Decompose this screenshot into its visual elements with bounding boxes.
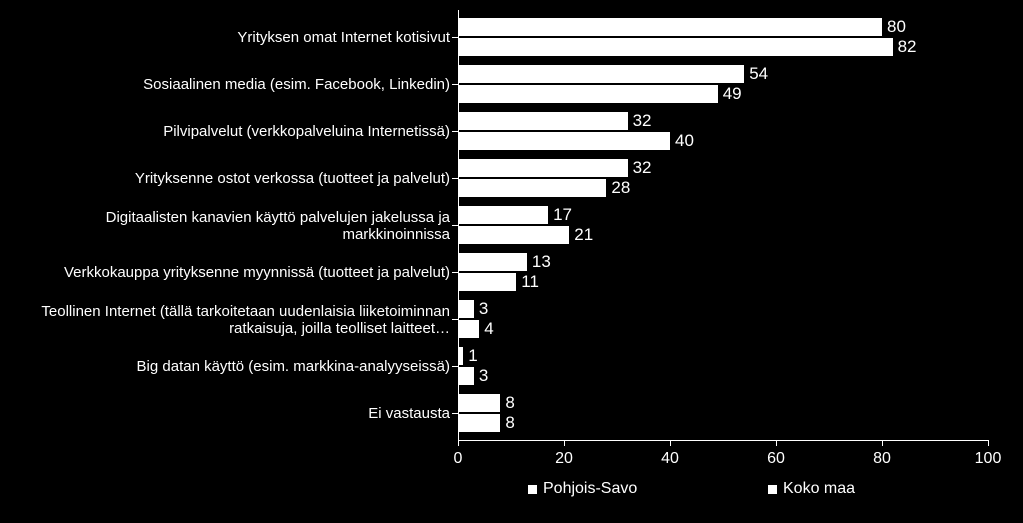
bar-series-2: 82 <box>458 38 893 56</box>
x-tick <box>458 440 459 446</box>
x-tick <box>670 440 671 446</box>
bar-series-2: 21 <box>458 226 569 244</box>
bar-value: 40 <box>675 131 694 151</box>
legend-swatch-icon <box>768 485 777 494</box>
x-tick-label: 60 <box>767 450 785 468</box>
category-label: Pilvipalvelut (verkkopalveluina Internet… <box>10 112 450 152</box>
bar-value: 3 <box>479 366 488 386</box>
x-tick <box>564 440 565 446</box>
legend-label: Koko maa <box>783 480 855 498</box>
bar-group: 1 3 <box>458 347 474 385</box>
bar-value: 8 <box>505 393 514 413</box>
category-label: Yrityksenne ostot verkossa (tuotteet ja … <box>10 159 450 199</box>
bar-series-2: 40 <box>458 132 670 150</box>
bar-group: 13 11 <box>458 253 527 291</box>
bar-value: 82 <box>898 37 917 57</box>
y-tick <box>452 37 458 38</box>
bar-value: 11 <box>521 272 539 292</box>
y-tick <box>452 366 458 367</box>
legend-swatch-icon <box>528 485 537 494</box>
bar-value: 1 <box>468 346 477 366</box>
y-tick <box>452 413 458 414</box>
category-label: Sosiaalinen media (esim. Facebook, Linke… <box>10 65 450 105</box>
bar-series-1: 32 <box>458 159 628 177</box>
x-tick <box>776 440 777 446</box>
x-axis-line <box>458 440 988 441</box>
x-tick <box>988 440 989 446</box>
bar-group: 8 8 <box>458 394 500 432</box>
bar-value: 49 <box>723 84 742 104</box>
bar-series-2: 4 <box>458 320 479 338</box>
category-label: Teollinen Internet (tällä tarkoitetaan u… <box>10 300 450 340</box>
bar-group: 32 28 <box>458 159 628 197</box>
bar-group: 54 49 <box>458 65 744 103</box>
bar-series-1: 32 <box>458 112 628 130</box>
category-label: Ei vastausta <box>10 394 450 434</box>
bar-value: 4 <box>484 319 493 339</box>
bar-series-1: 3 <box>458 300 474 318</box>
bar-value: 32 <box>633 111 652 131</box>
bar-group: 80 82 <box>458 18 893 56</box>
bar-value: 17 <box>553 205 572 225</box>
bar-group: 3 4 <box>458 300 479 338</box>
bar-series-1: 17 <box>458 206 548 224</box>
y-tick <box>452 131 458 132</box>
x-tick-label: 0 <box>454 450 463 468</box>
bar-value: 21 <box>574 225 593 245</box>
bar-series-1: 1 <box>458 347 463 365</box>
legend-label: Pohjois-Savo <box>543 480 637 498</box>
bar-group: 17 21 <box>458 206 569 244</box>
bar-series-2: 8 <box>458 414 500 432</box>
bar-value: 3 <box>479 299 488 319</box>
bar-series-1: 54 <box>458 65 744 83</box>
category-label: Yrityksen omat Internet kotisivut <box>10 18 450 58</box>
category-label: Verkkokauppa yrityksenne myynnissä (tuot… <box>10 253 450 293</box>
x-tick-label: 20 <box>555 450 573 468</box>
bar-series-2: 28 <box>458 179 606 197</box>
bar-value: 8 <box>505 413 514 433</box>
y-tick <box>452 319 458 320</box>
bar-series-1: 8 <box>458 394 500 412</box>
category-label: Digitaalisten kanavien käyttö palvelujen… <box>10 206 450 246</box>
bar-value: 80 <box>887 17 906 37</box>
x-tick-label: 40 <box>661 450 679 468</box>
category-label: Big datan käyttö (esim. markkina-analyys… <box>10 347 450 387</box>
y-tick <box>452 84 458 85</box>
bar-series-1: 80 <box>458 18 882 36</box>
y-tick <box>452 272 458 273</box>
bar-series-2: 3 <box>458 367 474 385</box>
bar-value: 13 <box>532 252 551 272</box>
chart-container: Yrityksen omat Internet kotisivut Sosiaa… <box>10 10 1013 513</box>
y-tick <box>452 178 458 179</box>
bar-series-1: 13 <box>458 253 527 271</box>
bar-value: 28 <box>611 178 630 198</box>
bar-series-2: 11 <box>458 273 516 291</box>
x-tick <box>882 440 883 446</box>
legend-item-1: Pohjois-Savo <box>528 480 637 498</box>
legend-item-2: Koko maa <box>768 480 855 498</box>
y-tick <box>452 225 458 226</box>
bar-value: 54 <box>749 64 768 84</box>
x-tick-label: 80 <box>873 450 891 468</box>
bar-group: 32 40 <box>458 112 670 150</box>
bar-value: 32 <box>633 158 652 178</box>
x-tick-label: 100 <box>975 450 1002 468</box>
bar-series-2: 49 <box>458 85 718 103</box>
